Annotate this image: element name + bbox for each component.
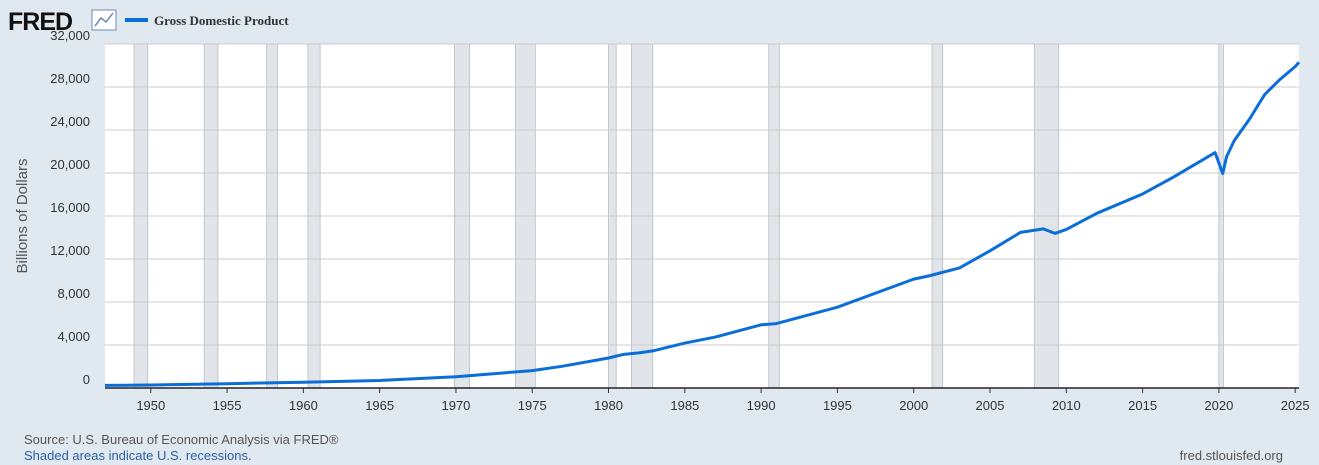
- logo: FRED: [8, 8, 72, 36]
- y-tick-label: 0: [83, 372, 90, 387]
- y-tick-label: 8,000: [57, 286, 90, 301]
- x-tick-label: 2025: [1281, 398, 1310, 413]
- source: Source: U.S. Bureau of Economic Analysis…: [24, 432, 339, 447]
- x-tick-label: 1990: [747, 398, 776, 413]
- note: Shaded areas indicate U.S. recessions.: [24, 448, 252, 463]
- x-tick-label: 1950: [136, 398, 165, 413]
- x-tick-label: 1985: [670, 398, 699, 413]
- x-tick-label: 1960: [289, 398, 318, 413]
- x-tick-label: 1975: [518, 398, 547, 413]
- x-tick-label: 2020: [1204, 398, 1233, 413]
- line-series: [104, 61, 1301, 387]
- x-tick-label: 1965: [365, 398, 394, 413]
- logo-icon: [91, 9, 117, 31]
- y-tick-label: 16,000: [50, 200, 90, 215]
- x-tick-label: 1995: [823, 398, 852, 413]
- x-tick-label: 2005: [976, 398, 1005, 413]
- x-tick-label: 1980: [594, 398, 623, 413]
- x-tick-label: 2015: [1128, 398, 1157, 413]
- y-axis-title: Billions of Dollars: [14, 158, 31, 273]
- y-tick-label: 24,000: [50, 114, 90, 129]
- site: fred.stlouisfed.org: [1180, 448, 1283, 463]
- x-tick-label: 1970: [441, 398, 470, 413]
- y-tick-label: 4,000: [57, 329, 90, 344]
- y-tick-label: 12,000: [50, 243, 90, 258]
- x-tick-label: 1955: [213, 398, 242, 413]
- y-tick-label: 32,000: [50, 28, 90, 43]
- x-tick-label: 2000: [899, 398, 928, 413]
- y-tick-label: 28,000: [50, 71, 90, 86]
- legend-label: Gross Domestic Product: [154, 13, 289, 28]
- x-tick-label: 2010: [1052, 398, 1081, 413]
- y-tick-label: 20,000: [50, 157, 90, 172]
